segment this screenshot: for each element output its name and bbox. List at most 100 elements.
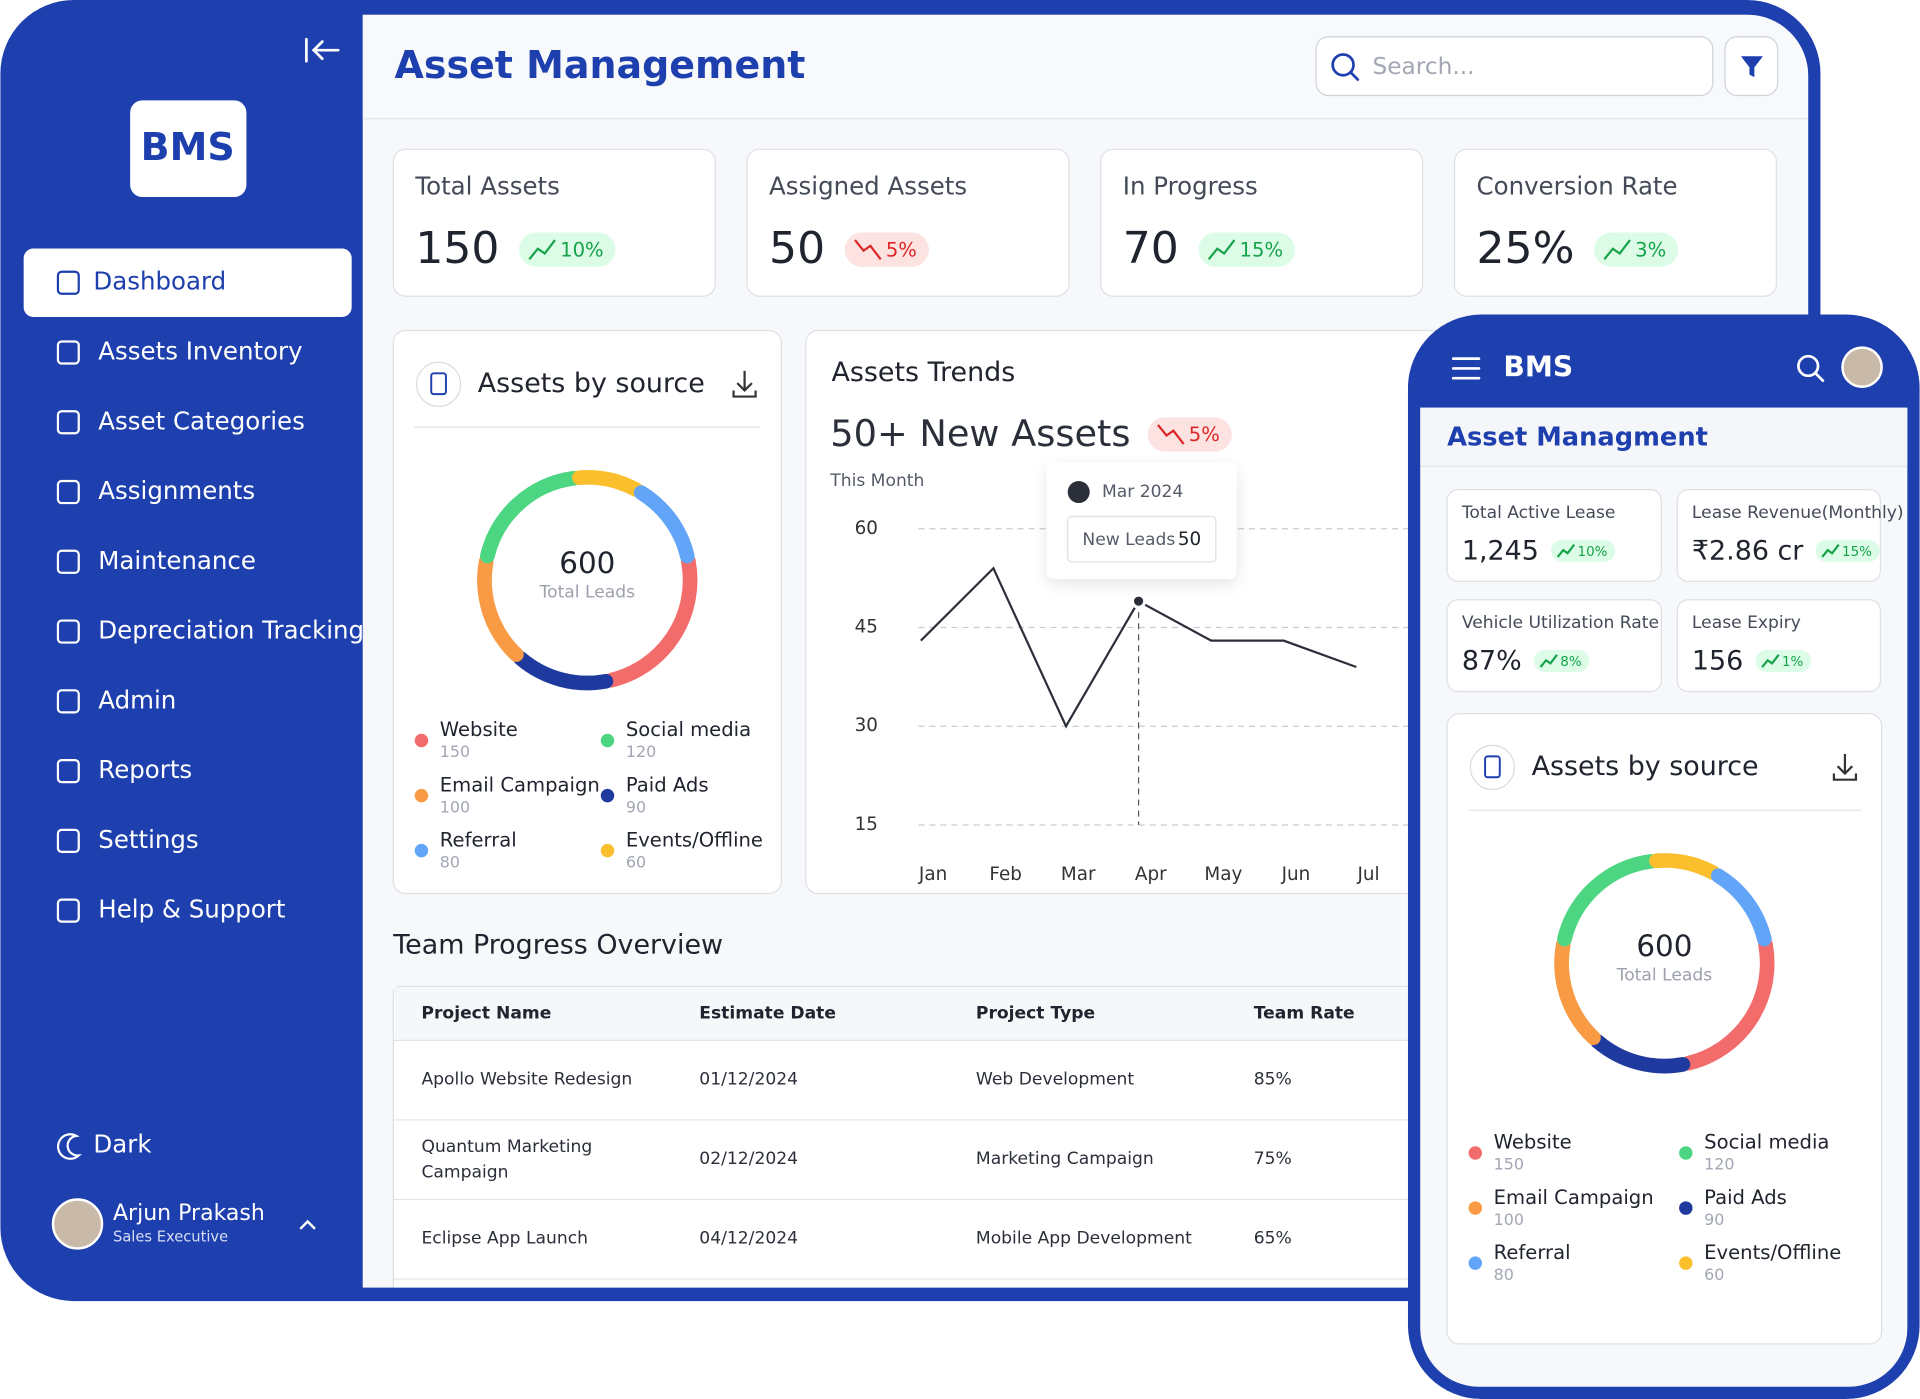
badge-text: 15% — [1842, 545, 1872, 560]
badge-bg — [1551, 539, 1616, 562]
x-tick-label: Apr — [1135, 864, 1167, 885]
legend-dot — [414, 788, 429, 803]
legend-value: 150 — [440, 742, 470, 761]
trend-arrow — [1761, 654, 1780, 668]
kpi-label: Conversion Rate — [1477, 171, 1678, 200]
badge-bg — [1815, 539, 1880, 562]
change-badge: 3% — [1594, 232, 1679, 267]
table-cell: 75% — [1254, 1149, 1292, 1169]
legend-dot — [1679, 1146, 1693, 1160]
y-tick-label: 60 — [855, 518, 878, 539]
mobile-kpi-value: 1,245 — [1462, 536, 1539, 567]
badge-text: 1% — [1782, 655, 1804, 670]
x-tick-label: Jun — [1281, 864, 1311, 885]
table-cell: Mobile App Development — [976, 1229, 1192, 1249]
donut-segment — [477, 554, 524, 662]
kpi-card — [1100, 148, 1424, 297]
nav-item: Admin — [98, 685, 176, 714]
badge-bg — [1594, 232, 1679, 267]
cell-text: Apollo Website Redesign — [421, 1069, 633, 1090]
tooltip: Mar 2024 New Leads 50 — [1046, 462, 1237, 579]
mobile-brand: BMS — [1503, 350, 1573, 383]
badge-bg — [1147, 417, 1232, 452]
change-badge: 15% — [1815, 539, 1880, 562]
change-badge: 10% — [1551, 539, 1616, 562]
legend-dot — [600, 788, 615, 803]
kpi-value: 50 — [769, 223, 825, 274]
kpi-label: Total Assets — [414, 171, 560, 200]
legend-label: Events/Offline — [1704, 1241, 1841, 1264]
legend-value: 120 — [626, 742, 656, 761]
content: Asset Management Search... Total Assets 1… — [362, 14, 1809, 1288]
donut-segment — [1649, 853, 1721, 881]
tooltip-label: New Leads — [1082, 530, 1175, 550]
mobile-donut-card — [1446, 712, 1883, 1345]
search-icon — [1331, 53, 1355, 77]
headline: 50+ New Assets — [830, 412, 1130, 455]
legend-dot — [1679, 1201, 1693, 1215]
donut-segment — [513, 651, 614, 691]
badge-text: 8% — [1560, 655, 1582, 670]
kpi-card — [746, 148, 1070, 297]
badge-bg — [844, 232, 929, 267]
legend-label: Social media — [1704, 1131, 1829, 1154]
nav-item: Maintenance — [98, 546, 256, 575]
nav-item: Settings — [98, 825, 198, 854]
user-name: Arjun Prakash — [113, 1201, 265, 1226]
mobile-content: Asset Managment Assets by source 600 Total… — [1420, 407, 1908, 1345]
donut-segment — [633, 485, 695, 564]
nav-item: Asset Categories — [98, 406, 305, 435]
legend-dot — [1468, 1201, 1483, 1215]
card-icon-bg — [415, 361, 462, 407]
download-icon[interactable] — [732, 370, 757, 398]
table-cell: Apollo Website Redesign — [421, 1069, 633, 1090]
change-badge: 10% — [518, 232, 616, 267]
badge-bg — [1755, 649, 1812, 672]
badge-text: 3% — [1635, 238, 1666, 261]
legend-label: Email Campaign — [440, 773, 600, 796]
badge-text: 10% — [1578, 545, 1608, 560]
nav-icon — [56, 410, 80, 435]
kpi-value: 70 — [1123, 223, 1179, 274]
search-box[interactable] — [1315, 36, 1714, 97]
cell-text: 65% — [1253, 1228, 1292, 1249]
legend-label: Paid Ads — [626, 773, 709, 796]
collapse-icon[interactable] — [305, 37, 340, 63]
cell-text: 01/12/2024 — [699, 1069, 799, 1090]
kpi-card — [1453, 148, 1778, 297]
mobile-avatar[interactable] — [1841, 346, 1883, 388]
user-menu-chevron[interactable] — [299, 1219, 316, 1230]
legend-value: 60 — [1704, 1265, 1724, 1284]
cell-text: 02/12/2024 — [699, 1149, 799, 1169]
tooltip-value: 50 — [1178, 529, 1201, 550]
x-tick-label: Jul — [1356, 864, 1379, 885]
mobile-kpi-value: 87% — [1462, 646, 1522, 677]
kpi-label: In Progress — [1123, 171, 1258, 200]
table-cell: Quantum Marketing Campaign — [421, 1136, 592, 1181]
table-cell: 02/12/2024 — [699, 1149, 799, 1169]
download-icon[interactable] — [1832, 753, 1858, 781]
mobile-kpi-label: Lease Expiry — [1692, 613, 1801, 633]
kpi-card — [392, 148, 716, 297]
nav-item: Assets Inventory — [98, 337, 302, 366]
user-role: Sales Executive — [113, 1228, 228, 1245]
change-badge: 5% — [1147, 417, 1232, 452]
mobile-kpi-label: Lease Revenue(Monthly) — [1692, 503, 1904, 523]
legend-value: 100 — [1494, 1210, 1524, 1229]
column-header: Estimate Date — [699, 1003, 836, 1023]
legend-label: Referral — [440, 828, 517, 851]
donut-segment — [1557, 854, 1659, 947]
donut-card — [392, 329, 782, 895]
nav-icon — [56, 689, 80, 714]
badge-text: 10% — [560, 238, 604, 261]
legend-label: Website — [1494, 1131, 1572, 1154]
user-avatar — [51, 1198, 104, 1250]
donut-center-value: 600 — [559, 546, 615, 580]
legend-value: 90 — [1704, 1210, 1724, 1229]
donut-center-label: Total Leads — [539, 582, 636, 602]
y-tick-label: 30 — [855, 715, 878, 736]
legend-label: Email Campaign — [1494, 1186, 1654, 1209]
trend-arrow — [1539, 654, 1558, 668]
logo-box — [130, 100, 247, 198]
sidebar: BMS Dashboard Assets Inventory Asset Categ… — [23, 37, 364, 1250]
